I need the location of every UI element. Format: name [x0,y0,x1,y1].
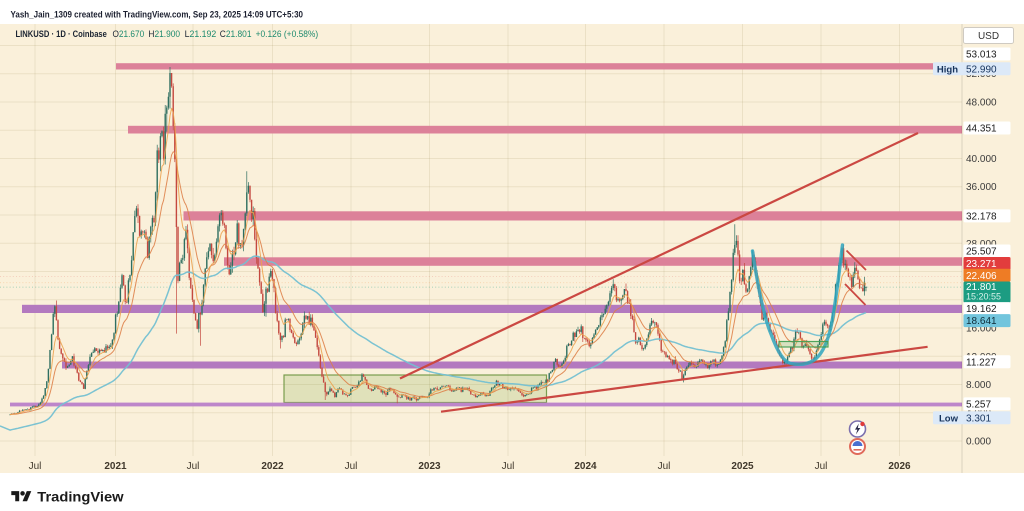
svg-text:H21.900: H21.900 [148,29,180,40]
svg-text:Jul: Jul [187,461,200,472]
svg-text:44.351: 44.351 [966,124,997,135]
svg-text:16.000: 16.000 [966,324,997,335]
svg-text:L21.192: L21.192 [185,29,217,40]
svg-text:2022: 2022 [261,461,284,472]
svg-text:Jul: Jul [502,461,515,472]
svg-text:15:20:55: 15:20:55 [966,292,1001,302]
svg-text:TradingView: TradingView [37,490,124,505]
svg-text:22.406: 22.406 [966,271,997,282]
svg-text:53.013: 53.013 [966,50,997,61]
svg-text:19.162: 19.162 [966,304,997,315]
svg-text:O21.670: O21.670 [113,29,145,40]
svg-text:3.301: 3.301 [966,413,991,424]
svg-text:2026: 2026 [888,461,911,472]
svg-text:21.801: 21.801 [966,282,997,293]
svg-text:5.257: 5.257 [966,400,991,411]
svg-text:2025: 2025 [731,461,754,472]
svg-text:C21.801: C21.801 [220,29,252,40]
svg-text:40.000: 40.000 [966,154,997,165]
svg-text:2023: 2023 [418,461,441,472]
svg-text:LINKUSD · 1D · Coinbase: LINKUSD · 1D · Coinbase [16,29,107,40]
svg-text:18.641: 18.641 [966,316,997,327]
svg-text:25.507: 25.507 [966,247,997,258]
svg-text:11.227: 11.227 [966,357,996,368]
svg-text:Jul: Jul [815,461,828,472]
svg-text:Low: Low [939,413,959,424]
svg-text:USD: USD [978,31,999,42]
svg-text:Jul: Jul [29,461,42,472]
svg-text:Jul: Jul [658,461,671,472]
svg-text:48.000: 48.000 [966,98,997,109]
svg-text:52.990: 52.990 [966,64,997,75]
svg-text:28.000: 28.000 [966,239,997,250]
svg-text:Jul: Jul [345,461,358,472]
svg-text:8.000: 8.000 [966,380,991,391]
svg-text:36.000: 36.000 [966,182,997,193]
svg-text:2021: 2021 [104,461,127,472]
svg-text:High: High [937,64,958,75]
svg-text:0.000: 0.000 [966,437,991,448]
svg-text:2024: 2024 [574,461,597,472]
svg-text:+0.126 (+0.58%): +0.126 (+0.58%) [256,29,319,40]
svg-text:32.178: 32.178 [966,212,997,223]
svg-text:Yash_Jain_1309 created with Tr: Yash_Jain_1309 created with TradingView.… [11,10,304,21]
svg-text:23.271: 23.271 [966,259,997,270]
